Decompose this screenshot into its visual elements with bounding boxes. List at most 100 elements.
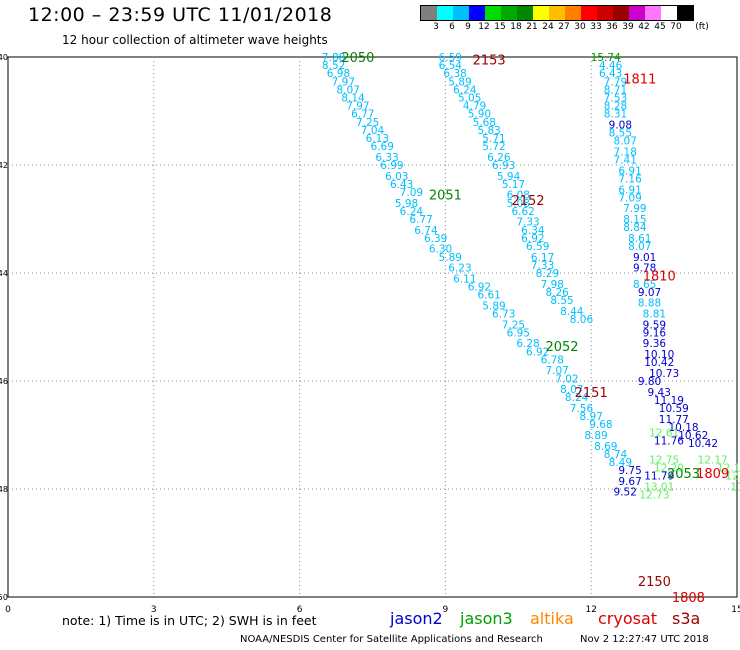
credit-line: NOAA/NESDIS Center for Satellite Applica… bbox=[240, 634, 543, 645]
wave-height-point: 10.59 bbox=[659, 403, 689, 415]
plot-frame bbox=[7, 56, 738, 598]
wave-height-point: 6.95 bbox=[507, 327, 530, 339]
wave-height-point: 8.07 bbox=[560, 384, 583, 396]
track-number-label: 2053 bbox=[667, 467, 700, 482]
wave-height-point: 6.43 bbox=[599, 68, 622, 80]
color-swatch bbox=[645, 6, 661, 20]
wave-height-point: 9.07 bbox=[638, 287, 661, 299]
color-swatch bbox=[661, 6, 677, 20]
wave-height-point: 9.67 bbox=[618, 476, 641, 488]
wave-height-point: 5.98 bbox=[395, 198, 418, 210]
legend-label-jason2: jason2 bbox=[390, 609, 443, 628]
wave-height-point: 6.13 bbox=[366, 133, 389, 145]
wave-height-point: 13.01 bbox=[644, 481, 674, 493]
wave-height-point: 6.91 bbox=[618, 184, 641, 196]
wave-height-point: 6.17 bbox=[531, 252, 554, 264]
wave-height-point: 5.89 bbox=[448, 76, 471, 88]
color-scale-label: 21 bbox=[526, 22, 538, 32]
legend-label-jason3: jason3 bbox=[460, 609, 513, 628]
color-scale-label: 6 bbox=[449, 22, 455, 32]
wave-height-point: 8.88 bbox=[638, 298, 661, 310]
wave-height-point: 11.76 bbox=[654, 435, 684, 447]
wave-height-point: 8.55 bbox=[550, 295, 573, 307]
wave-height-point: 12.13 bbox=[717, 462, 740, 474]
wave-height-point: 8.71 bbox=[604, 84, 627, 96]
wave-height-point: 7.56 bbox=[570, 403, 594, 415]
wave-height-point: 6.77 bbox=[409, 214, 432, 226]
wave-height-point: 7.09 bbox=[618, 192, 641, 204]
color-swatch bbox=[565, 6, 581, 20]
wave-height-point: 12.73 bbox=[639, 489, 669, 501]
wave-height-point: 6.39 bbox=[424, 233, 447, 245]
wave-height-point: 11.79 bbox=[644, 471, 674, 483]
legend-jason3: jason3 bbox=[460, 609, 513, 628]
wave-height-point: 8.61 bbox=[628, 233, 651, 245]
wave-height-point: 8.15 bbox=[623, 214, 646, 226]
wave-height-point: 5.83 bbox=[477, 125, 500, 137]
color-swatch bbox=[677, 6, 693, 20]
color-scale-label: 12 bbox=[478, 22, 490, 32]
wave-height-point: 6.38 bbox=[443, 68, 466, 80]
wave-height-point: 8.74 bbox=[604, 449, 628, 461]
wave-height-point: 9.78 bbox=[633, 263, 656, 275]
color-scale-label: 33 bbox=[590, 22, 602, 32]
x-tick-label: 9 bbox=[443, 605, 449, 615]
wave-height-point: 5.89 bbox=[482, 300, 505, 312]
wave-height-point: 11.19 bbox=[654, 395, 684, 407]
x-tick-label: 3 bbox=[151, 605, 157, 615]
wave-height-point: 4.46 bbox=[599, 60, 623, 72]
wave-height-point: 6.24 bbox=[400, 206, 424, 218]
wave-height-point: 12.17 bbox=[698, 454, 728, 466]
track-number-label: 2153 bbox=[473, 54, 506, 69]
wave-height-point: 8.69 bbox=[594, 441, 617, 453]
wave-height-point: 6.74 bbox=[414, 225, 438, 237]
wave-height-point: 10.73 bbox=[649, 368, 679, 380]
wave-height-point: 8.65 bbox=[633, 279, 656, 291]
color-scale-unit: (ft) bbox=[695, 22, 709, 32]
wave-height-point: 11 bbox=[730, 481, 740, 493]
legend-cryosat: cryosat bbox=[598, 609, 657, 628]
wave-height-point: 6.11 bbox=[453, 273, 476, 285]
x-tick-label: 6 bbox=[297, 605, 303, 615]
wave-height-point: 9.52 bbox=[614, 487, 637, 499]
color-scale-label: 24 bbox=[542, 22, 554, 32]
wave-height-point: 6.43 bbox=[390, 179, 413, 191]
wave-height-point: 7.09 bbox=[400, 187, 423, 199]
wave-height-point: 7.04 bbox=[361, 125, 385, 137]
wave-height-point: 6.23 bbox=[448, 263, 471, 275]
wave-height-point: 7.07 bbox=[545, 365, 568, 377]
wave-height-point: 6.92 bbox=[526, 346, 549, 358]
wave-height-point: 7.25 bbox=[356, 117, 379, 129]
wave-height-point: 9.80 bbox=[638, 376, 661, 388]
wave-height-point: 8.07 bbox=[614, 136, 637, 148]
wave-height-point: 6.77 bbox=[351, 109, 374, 121]
wave-height-point: 6.30 bbox=[429, 244, 452, 256]
color-scale-label: 70 bbox=[670, 22, 682, 32]
wave-height-point: 8.55 bbox=[609, 128, 632, 140]
track-number-label: 1810 bbox=[643, 270, 676, 285]
y-tick-label: -48 bbox=[0, 485, 8, 494]
wave-height-point: 8.07 bbox=[628, 241, 651, 253]
color-swatch bbox=[613, 6, 629, 20]
wave-height-point: 9.01 bbox=[633, 252, 656, 264]
wave-height-point: 8.06 bbox=[570, 314, 594, 326]
wave-height-point: 8.31 bbox=[604, 109, 627, 121]
wave-height-point: 7.53 bbox=[604, 93, 627, 105]
wave-height-point: 10.42 bbox=[644, 357, 674, 369]
wave-height-point: 6.59 bbox=[526, 241, 549, 253]
color-scale-label: 30 bbox=[574, 22, 586, 32]
color-scale-bar bbox=[420, 5, 694, 21]
color-swatch bbox=[469, 6, 485, 20]
wave-height-point: 10.42 bbox=[688, 438, 718, 450]
legend-label-altika: altika bbox=[530, 609, 574, 628]
wave-height-point: 7.88 bbox=[322, 52, 345, 64]
wave-height-point: 8.26 bbox=[545, 287, 569, 299]
wave-height-point: 6.59 bbox=[439, 52, 462, 64]
color-swatch bbox=[501, 6, 517, 20]
chart-title: 12:00 – 23:59 UTC 11/01/2018 bbox=[28, 4, 333, 26]
wave-height-point: 7.79 bbox=[604, 76, 627, 88]
wave-height-point: 8.44 bbox=[560, 306, 584, 318]
y-tick-label: -50 bbox=[0, 593, 8, 602]
generated-timestamp: Nov 2 12:27:47 UTC 2018 bbox=[580, 634, 709, 645]
wave-height-point: 7.99 bbox=[623, 203, 646, 215]
